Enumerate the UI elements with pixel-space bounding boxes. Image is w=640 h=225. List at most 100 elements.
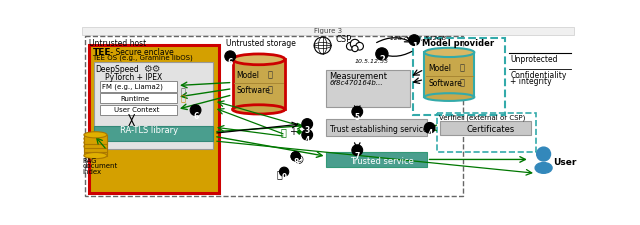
Text: Untrusted storage: Untrusted storage [227, 38, 296, 47]
Ellipse shape [84, 140, 107, 146]
Text: Software: Software [428, 79, 462, 88]
Text: Model provider: Model provider [422, 38, 494, 47]
Text: 9: 9 [282, 173, 287, 182]
Text: 🔒: 🔒 [268, 86, 273, 94]
Circle shape [537, 147, 550, 161]
Text: 🔒: 🔒 [460, 63, 465, 72]
Text: FM (e.g., Llama2): FM (e.g., Llama2) [102, 83, 163, 90]
Ellipse shape [535, 162, 552, 173]
Bar [440, 121, 531, 135]
Text: Untrusted host: Untrusted host [90, 38, 147, 47]
Text: RAG: RAG [83, 158, 97, 164]
Text: User: User [553, 158, 576, 167]
Text: 6f8c470164b...: 6f8c470164b... [330, 80, 383, 86]
Circle shape [302, 119, 312, 129]
Circle shape [291, 152, 300, 161]
Text: Certificates: Certificates [467, 125, 515, 134]
Bar [326, 119, 427, 136]
Circle shape [190, 105, 201, 116]
Bar [326, 152, 427, 167]
Text: ☺: ☺ [293, 154, 303, 164]
Ellipse shape [84, 132, 107, 138]
Bar [424, 52, 474, 97]
Circle shape [356, 42, 364, 50]
Text: 10.5.12.55: 10.5.12.55 [355, 59, 389, 64]
Circle shape [424, 122, 435, 133]
Text: Verifier (external or CSP): Verifier (external or CSP) [439, 115, 525, 121]
Text: + integrity: + integrity [511, 77, 552, 86]
Bar [84, 146, 107, 156]
Text: User Context: User Context [114, 107, 159, 113]
Circle shape [302, 129, 312, 140]
Text: 🔒: 🔒 [460, 79, 465, 88]
Text: Confidentiality: Confidentiality [511, 71, 567, 80]
Text: DeepSpeed: DeepSpeed [95, 65, 140, 74]
Text: Runtime: Runtime [120, 96, 149, 101]
Circle shape [409, 35, 420, 45]
Circle shape [314, 37, 331, 54]
Text: +: + [289, 127, 298, 137]
Text: 1: 1 [412, 42, 417, 51]
Text: TEE OS (e.g., Gramine libOS): TEE OS (e.g., Gramine libOS) [92, 55, 193, 61]
Bar [180, 86, 196, 109]
Text: PyTorch + IPEX: PyTorch + IPEX [105, 73, 162, 82]
Text: Trust establishing service: Trust establishing service [330, 125, 427, 134]
Text: 2: 2 [380, 56, 385, 65]
Ellipse shape [232, 105, 285, 114]
Text: - Secure enclave: - Secure enclave [108, 48, 173, 57]
Text: Unprotected: Unprotected [511, 56, 558, 65]
Text: ◆: ◆ [296, 127, 302, 136]
Bar [90, 45, 219, 193]
Text: 4: 4 [428, 129, 433, 138]
Bar [232, 59, 285, 109]
Bar [326, 70, 410, 107]
Bar [100, 81, 177, 92]
Text: 128 cores, 512GB: 128 cores, 512GB [390, 36, 445, 41]
Text: index: index [83, 169, 102, 175]
Text: ⚙⚙: ⚙⚙ [143, 64, 161, 74]
Text: Figure 3: Figure 3 [314, 28, 342, 34]
Bar [413, 38, 505, 115]
Bar [84, 142, 107, 152]
Circle shape [352, 45, 358, 52]
Circle shape [225, 51, 236, 62]
Text: RA-TLS library: RA-TLS library [120, 126, 178, 135]
Text: 🔒: 🔒 [180, 87, 185, 96]
Bar [100, 93, 177, 103]
Circle shape [346, 42, 354, 50]
Text: Software: Software [236, 86, 270, 94]
Text: Trusted service: Trusted service [349, 157, 413, 166]
Bar [94, 62, 213, 149]
Text: 3: 3 [305, 126, 310, 135]
Text: TEE: TEE [92, 48, 111, 57]
Circle shape [352, 106, 363, 117]
Bar [437, 113, 536, 152]
Text: 4: 4 [305, 136, 310, 145]
Text: Model: Model [428, 64, 451, 73]
Ellipse shape [84, 143, 107, 149]
Text: 5: 5 [355, 113, 360, 122]
Bar [86, 36, 463, 196]
Text: Measurement: Measurement [330, 72, 388, 81]
Ellipse shape [84, 153, 107, 159]
Bar [84, 139, 107, 148]
Ellipse shape [424, 93, 474, 101]
Bar [94, 126, 213, 141]
Circle shape [376, 48, 388, 60]
Circle shape [291, 152, 300, 161]
Text: CSP: CSP [335, 35, 351, 44]
Ellipse shape [84, 136, 107, 142]
Text: 🔑: 🔑 [180, 95, 185, 104]
Text: 📄: 📄 [276, 169, 282, 180]
Circle shape [280, 167, 289, 176]
Text: Model: Model [236, 71, 259, 80]
Text: 6: 6 [193, 112, 198, 121]
Text: 8: 8 [293, 158, 299, 167]
Text: 🔑: 🔑 [280, 127, 286, 137]
Text: document: document [83, 163, 118, 169]
Text: 7: 7 [355, 152, 360, 161]
Bar [82, 27, 575, 35]
Ellipse shape [232, 54, 285, 65]
Bar [84, 135, 107, 144]
Text: 🔒: 🔒 [268, 70, 273, 79]
